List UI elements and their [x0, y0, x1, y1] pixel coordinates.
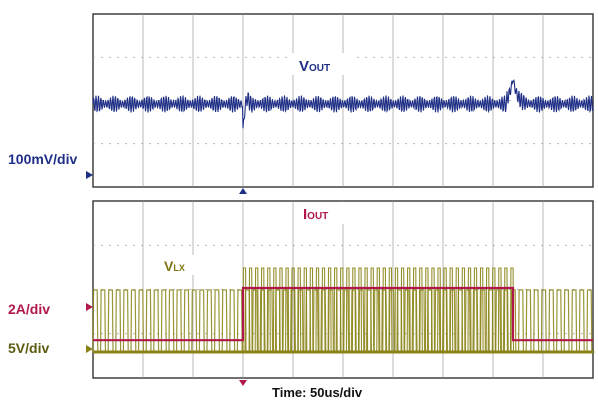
iout-scale-label: 2A/div	[8, 301, 51, 317]
iout-trace-label: IOUT	[303, 206, 328, 223]
vlx-burst-trace	[242, 267, 515, 353]
iout-ground-marker	[86, 303, 93, 311]
iout-trace	[93, 286, 593, 342]
trigger-marker-bottom	[239, 380, 247, 386]
vout-trace	[92, 79, 594, 129]
vlx-ground-marker	[86, 345, 93, 353]
vout-label-bg	[292, 53, 354, 75]
marker-layer	[86, 171, 247, 386]
vout-scale-label: 100mV/div	[8, 151, 78, 167]
vout-ground-marker	[86, 171, 93, 179]
trace-layer	[92, 79, 595, 354]
vlx-label-bg	[160, 255, 194, 275]
time-scale-label: Time: 50us/div	[272, 385, 363, 400]
iout-label-bg	[296, 202, 352, 224]
vlx-trace-label: VLX	[164, 258, 185, 274]
vlx-scale-label: 5V/div	[8, 340, 50, 356]
vout-trace-label: VOUT	[299, 58, 330, 75]
trigger-marker-top	[239, 188, 247, 194]
